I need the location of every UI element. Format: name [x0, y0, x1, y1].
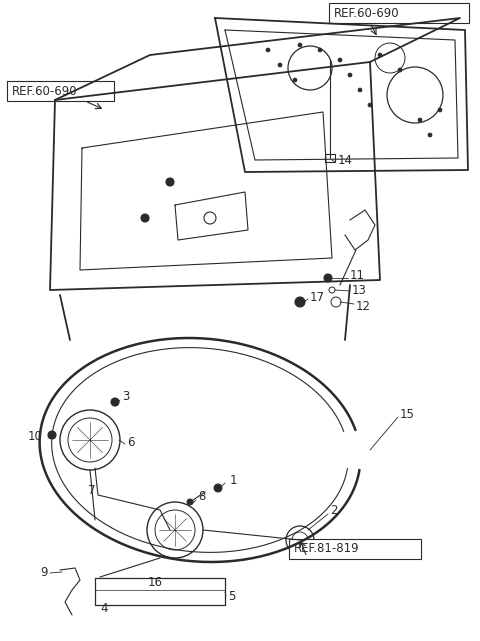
Text: 15: 15	[400, 408, 415, 422]
Text: 16: 16	[148, 576, 163, 588]
Circle shape	[428, 133, 432, 137]
Text: 11: 11	[350, 269, 365, 281]
Text: REF.60-690: REF.60-690	[334, 6, 400, 19]
Text: 7: 7	[88, 483, 96, 497]
Text: 6: 6	[127, 435, 134, 449]
Text: 5: 5	[228, 590, 235, 603]
FancyBboxPatch shape	[289, 539, 421, 559]
Text: 10: 10	[28, 429, 43, 442]
Circle shape	[266, 48, 270, 52]
Circle shape	[278, 63, 282, 67]
Circle shape	[324, 274, 332, 282]
Circle shape	[318, 48, 322, 52]
Circle shape	[358, 88, 362, 92]
Circle shape	[438, 108, 442, 112]
Circle shape	[141, 214, 149, 222]
Circle shape	[166, 178, 174, 186]
Circle shape	[214, 484, 222, 492]
Circle shape	[298, 43, 302, 47]
Bar	[325, 154, 335, 162]
Text: 9: 9	[40, 565, 48, 578]
Text: 1: 1	[230, 474, 238, 487]
Text: 4: 4	[100, 601, 108, 615]
Text: REF.81-819: REF.81-819	[294, 542, 360, 556]
Circle shape	[338, 58, 342, 62]
Circle shape	[378, 53, 382, 57]
Text: 13: 13	[352, 283, 367, 297]
Circle shape	[293, 78, 297, 82]
Text: 3: 3	[122, 390, 130, 403]
Circle shape	[48, 431, 56, 439]
Text: 14: 14	[338, 153, 353, 167]
Circle shape	[418, 118, 422, 122]
Circle shape	[187, 499, 193, 505]
Text: REF.60-690: REF.60-690	[12, 85, 78, 97]
Circle shape	[348, 73, 352, 77]
FancyBboxPatch shape	[7, 81, 114, 101]
Text: 12: 12	[356, 299, 371, 313]
FancyBboxPatch shape	[329, 3, 469, 23]
Circle shape	[295, 297, 305, 307]
Circle shape	[368, 103, 372, 107]
Circle shape	[398, 68, 402, 72]
Text: 17: 17	[310, 290, 325, 303]
Text: 8: 8	[198, 490, 205, 503]
Circle shape	[111, 398, 119, 406]
Text: 2: 2	[330, 503, 337, 517]
